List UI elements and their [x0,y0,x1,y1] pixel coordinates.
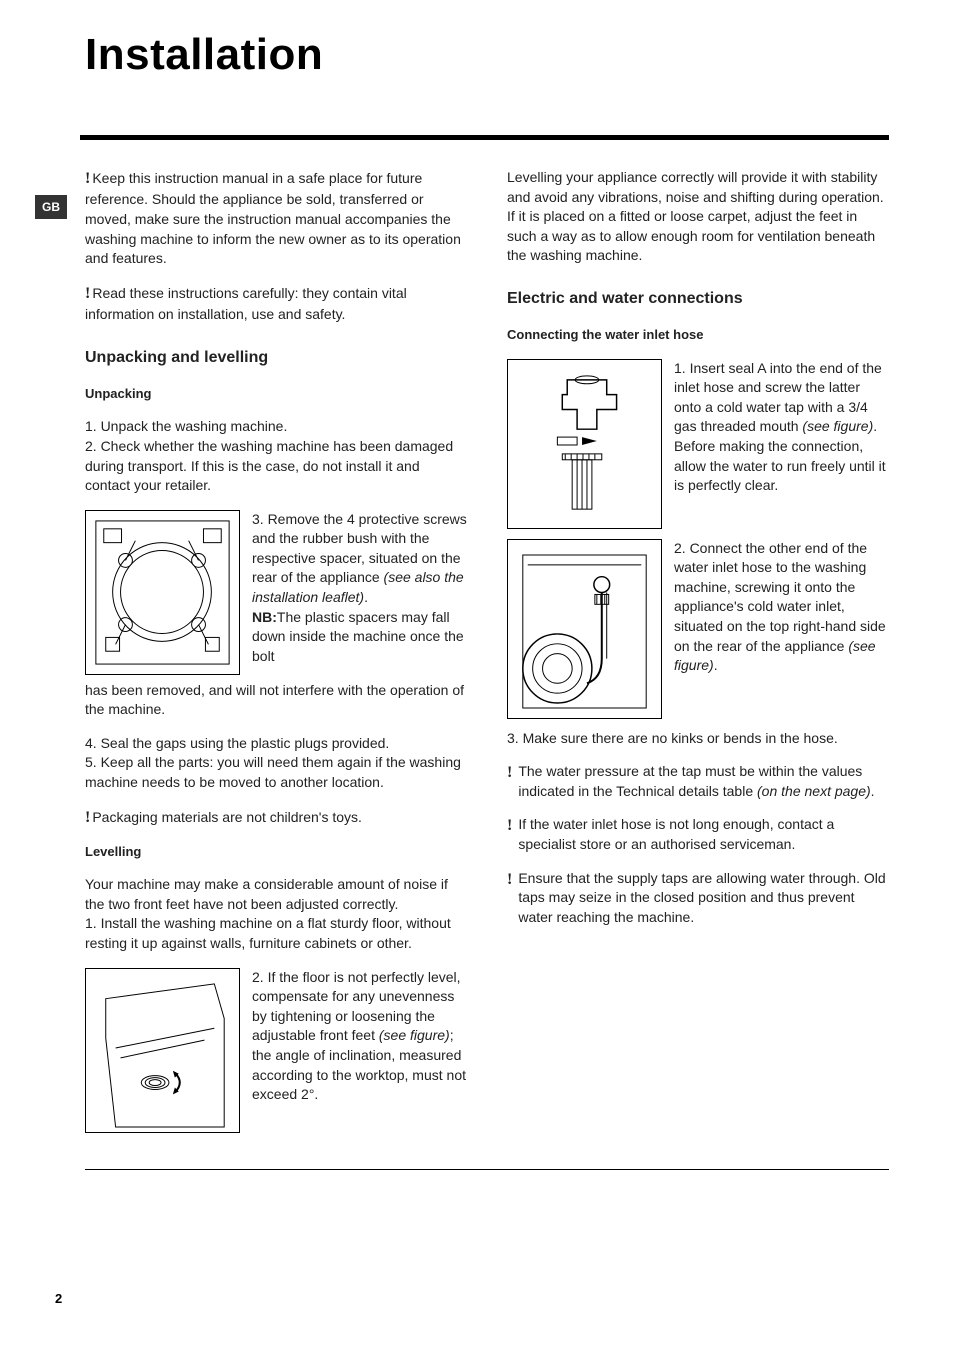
levelling-continued: Levelling your appliance correctly will … [507,168,889,266]
levelling-step-2-ref: (see figure) [379,1027,450,1043]
page-number: 2 [55,1291,62,1306]
warning-icon: ! [85,170,90,187]
warning-icon: ! [85,809,90,826]
taps-warning-text: Ensure that the supply taps are allowing… [518,869,889,928]
unpack-step-2: 2. Check whether the washing machine has… [85,437,467,496]
warning-icon: ! [85,285,90,302]
heading-connections: Electric and water connections [507,288,889,310]
packaging-warning: !Packaging materials are not children's … [85,807,467,829]
inlet-text: 2. Connect the other end of the water in… [674,539,889,719]
packaging-warning-text: Packaging materials are not children's t… [92,809,362,825]
unpack-step-3-end: . [364,589,368,605]
inlet-step-2-end: . [714,657,718,673]
intro-text-1: Keep this instruction manual in a safe p… [85,170,461,266]
inlet-step-3: 3. Make sure there are no kinks or bends… [507,729,889,749]
subheading-inlet-hose: Connecting the water inlet hose [507,326,889,344]
intro-para-1: !Keep this instruction manual in a safe … [85,168,467,269]
screws-diagram [85,510,240,675]
right-column: Levelling your appliance correctly will … [507,168,889,1139]
feet-diagram [85,968,240,1133]
left-column: !Keep this instruction manual in a safe … [85,168,467,1139]
pressure-warning-text: The water pressure at the tap must be wi… [518,762,889,801]
inlet-figure-block: 2. Connect the other end of the water in… [507,539,889,719]
warnings-list: ! The water pressure at the tap must be … [507,762,889,927]
subheading-levelling: Levelling [85,843,467,861]
subheading-unpacking: Unpacking [85,385,467,403]
divider-thin [85,1169,889,1170]
tap-figure-block: 1. Insert seal A into the end of the inl… [507,359,889,529]
tap-diagram [507,359,662,529]
nb-text: The plastic spacers may fall down inside… [252,609,464,664]
unpack-step-4: 4. Seal the gaps using the plastic plugs… [85,734,467,754]
divider-thick [80,135,889,140]
inlet-step-2a: 2. Connect the other end of the water in… [674,540,886,654]
intro-para-2: !Read these instructions carefully: they… [85,283,467,325]
unpack-step-1: 1. Unpack the washing machine. [85,417,467,437]
inlet-step-1-ref: (see figure) [802,418,873,434]
feet-figure-block: 2. If the floor is not perfectly level, … [85,968,467,1133]
warning-icon: ! [507,762,512,801]
intro-text-2: Read these instructions carefully: they … [85,285,407,322]
levelling-step-1: 1. Install the washing machine on a flat… [85,914,467,953]
content-columns: !Keep this instruction manual in a safe … [85,168,889,1139]
hose-length-warning-text: If the water inlet hose is not long enou… [518,815,889,854]
unpack-step-5: 5. Keep all the parts: you will need the… [85,753,467,792]
nb-label: NB: [252,609,277,625]
pressure-warning: ! The water pressure at the tap must be … [507,762,889,801]
heading-unpacking-levelling: Unpacking and levelling [85,347,467,369]
feet-text: 2. If the floor is not perfectly level, … [252,968,467,1133]
page-title: Installation [85,30,889,80]
screws-text: 3. Remove the 4 protective screws and th… [252,510,467,675]
warning-icon: ! [507,869,512,928]
taps-warning: ! Ensure that the supply taps are allowi… [507,869,889,928]
tap-text: 1. Insert seal A into the end of the inl… [674,359,889,529]
screws-figure-block: 3. Remove the 4 protective screws and th… [85,510,467,675]
unpack-step-3b: has been removed, and will not interfere… [85,681,467,720]
inlet-diagram [507,539,662,719]
warning-icon: ! [507,815,512,854]
levelling-intro: Your machine may make a considerable amo… [85,875,467,914]
hose-length-warning: ! If the water inlet hose is not long en… [507,815,889,854]
